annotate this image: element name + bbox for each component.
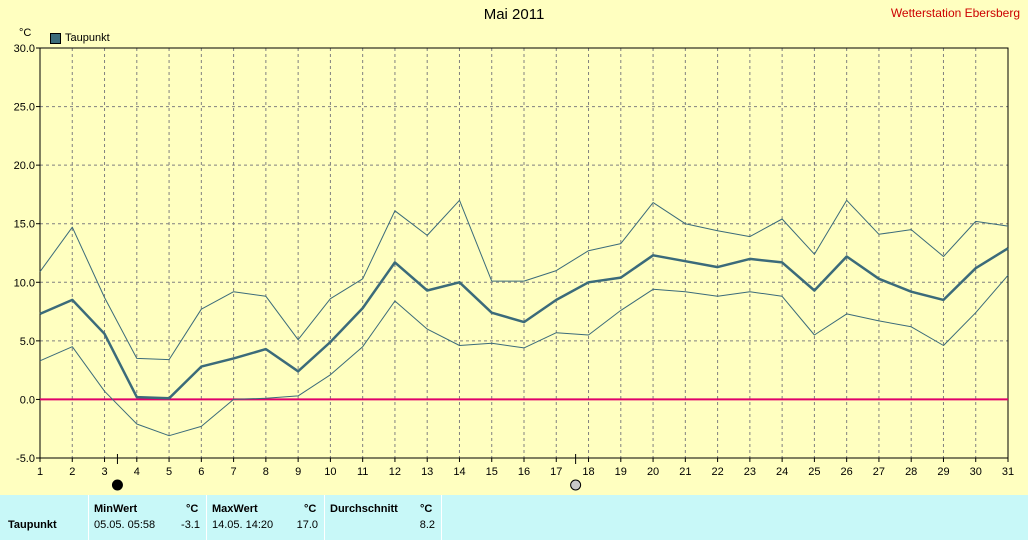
x-tick-label: 24 [776, 466, 788, 478]
x-tick-label: 8 [263, 466, 269, 478]
x-tick-label: 15 [486, 466, 498, 478]
stats-separator [88, 495, 89, 540]
chart-title: Mai 2011 [483, 6, 545, 23]
x-tick-label: 10 [324, 466, 336, 478]
x-tick-label: 21 [679, 466, 691, 478]
x-tick-label: 19 [615, 466, 627, 478]
x-tick-label: 25 [808, 466, 820, 478]
y-axis-unit: °C [19, 27, 32, 39]
x-tick-label: 20 [647, 466, 659, 478]
x-tick-label: 23 [744, 466, 756, 478]
x-tick-label: 28 [905, 466, 917, 478]
y-tick-label: -5.0 [16, 453, 35, 465]
x-tick-label: 22 [711, 466, 723, 478]
series-line-min [39, 274, 1009, 437]
new-moon-icon [111, 479, 123, 491]
avg-value: 8.2 [419, 519, 435, 531]
y-tick-label: 30.0 [14, 43, 35, 55]
station-name: Wetterstation Ebersberg [890, 6, 1020, 20]
x-tick-label: 31 [1002, 466, 1014, 478]
chart-area: -5.0 0.0 5.0 10.0 15.0 20.0 25.0 30.0 1 2 3 4 5 6 7 8 9 1… [13, 6, 1020, 491]
x-tick-label: 27 [873, 466, 885, 478]
y-tick-label: 5.0 [20, 336, 35, 348]
stats-panel: Taupunkt MinWert °C 05.05. 05:58 -3.1 Ma… [0, 495, 1028, 540]
series-line-max [39, 199, 1009, 361]
dewpoint-chart: -5.00.05.010.015.020.025.030.01 2 3 4 5 6 7 8 9 1… [14, 43, 1014, 491]
x-tick-label: 3 [101, 466, 107, 478]
legend-label: Taupunkt [65, 32, 110, 44]
x-tick-label: 9 [295, 466, 301, 478]
x-tick-label: 26 [841, 466, 853, 478]
x-tick-label: 13 [421, 466, 433, 478]
x-tick-label: 18 [582, 466, 594, 478]
min-header: MinWert [94, 503, 138, 515]
y-tick-label: 25.0 [14, 102, 35, 114]
full-moon-icon [570, 479, 582, 491]
stats-row-label: Taupunkt [8, 519, 57, 531]
x-tick-label: 14 [453, 466, 465, 478]
min-value: -3.1 [181, 519, 200, 531]
x-tick-label: 7 [231, 466, 237, 478]
x-tick-label: 16 [518, 466, 530, 478]
series-line-mean [39, 247, 1009, 400]
x-tick-label: 2 [69, 466, 75, 478]
y-tick-label: 10.0 [14, 277, 35, 289]
min-unit: °C [186, 503, 199, 515]
x-tick-label: 12 [389, 466, 401, 478]
y-tick-label: 20.0 [14, 160, 35, 172]
max-header: MaxWert [212, 503, 258, 515]
x-tick-label: 5 [166, 466, 172, 478]
avg-header: Durchschnitt [330, 503, 398, 515]
x-tick-label: 17 [550, 466, 562, 478]
stats-separator [441, 495, 442, 540]
max-unit: °C [304, 503, 317, 515]
stats-separator [324, 495, 325, 540]
x-tick-label: 1 [37, 466, 43, 478]
max-value: 17.0 [296, 519, 318, 531]
x-tick-label: 11 [357, 466, 368, 478]
legend: Taupunkt [50, 32, 110, 44]
legend-swatch [50, 32, 61, 44]
x-tick-label: 30 [970, 466, 982, 478]
max-datetime: 14.05. 14:20 [212, 519, 274, 531]
x-tick-label: 4 [134, 466, 140, 478]
avg-unit: °C [420, 503, 433, 515]
x-tick-label: 6 [198, 466, 204, 478]
x-tick-label: 29 [937, 466, 949, 478]
min-datetime: 05.05. 05:58 [94, 519, 156, 531]
stats-separator [206, 495, 207, 540]
y-tick-label: 15.0 [14, 219, 35, 231]
y-tick-label: 0.0 [20, 394, 35, 406]
